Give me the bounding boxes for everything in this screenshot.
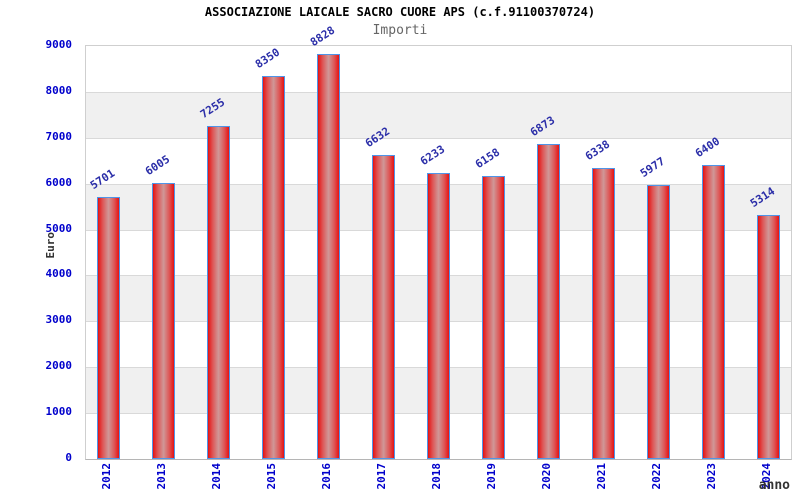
x-axis-tick-label: 2016 xyxy=(320,463,333,490)
x-axis-tick-label: 2022 xyxy=(650,463,663,490)
bar-2021 xyxy=(592,168,615,459)
x-axis-tick-label: 2018 xyxy=(430,463,443,490)
y-axis-tick-label: 0 xyxy=(65,451,72,464)
y-axis-title: Euro xyxy=(44,232,57,259)
bar-2020 xyxy=(537,144,560,459)
bar-2023 xyxy=(702,165,725,459)
x-axis-tick-label: 2020 xyxy=(540,463,553,490)
bar-2018 xyxy=(427,173,450,459)
chart-subtitle: Importi xyxy=(372,23,428,38)
bar-2014 xyxy=(207,126,230,459)
y-gridline xyxy=(86,138,791,139)
y-axis-tick-label: 2000 xyxy=(45,359,73,373)
x-axis-tick-label: 2012 xyxy=(100,463,113,490)
bar-2024 xyxy=(757,215,780,459)
y-axis-tick-label: 9000 xyxy=(45,38,73,51)
x-axis-tick-label: 2013 xyxy=(155,463,168,490)
y-axis-tick-label: 1000 xyxy=(45,405,73,419)
y-axis-tick-label: 8000 xyxy=(45,83,73,97)
grid-band xyxy=(86,91,791,138)
x-axis-tick-label: 2021 xyxy=(595,463,608,490)
chart-title: ASSOCIAZIONE LAICALE SACRO CUORE APS (c.… xyxy=(204,5,596,19)
bar-2015 xyxy=(262,76,285,459)
y-axis-tick-label: 5000 xyxy=(45,221,73,235)
x-axis-tick-label: 2015 xyxy=(265,463,278,490)
y-gridline xyxy=(86,92,791,93)
bar-2017 xyxy=(372,155,395,459)
bar-2012 xyxy=(97,197,120,459)
x-axis-tick-label: 2019 xyxy=(485,463,498,490)
bar-2022 xyxy=(647,185,670,459)
bar-2019 xyxy=(482,176,505,459)
x-axis-title: anno xyxy=(758,478,790,493)
x-axis-tick-label: 2023 xyxy=(705,463,718,490)
x-axis-tick-label: 2014 xyxy=(210,463,223,490)
y-axis-tick-label: 4000 xyxy=(45,267,73,281)
x-axis-tick-label: 2017 xyxy=(375,463,388,490)
bar-2016 xyxy=(317,54,340,459)
grid-band xyxy=(86,46,791,92)
y-axis-tick-label: 3000 xyxy=(45,313,73,327)
y-axis-tick-label: 7000 xyxy=(45,129,73,143)
y-axis-tick-label: 6000 xyxy=(45,175,73,189)
plot-area xyxy=(85,45,792,460)
bar-2013 xyxy=(152,183,175,459)
